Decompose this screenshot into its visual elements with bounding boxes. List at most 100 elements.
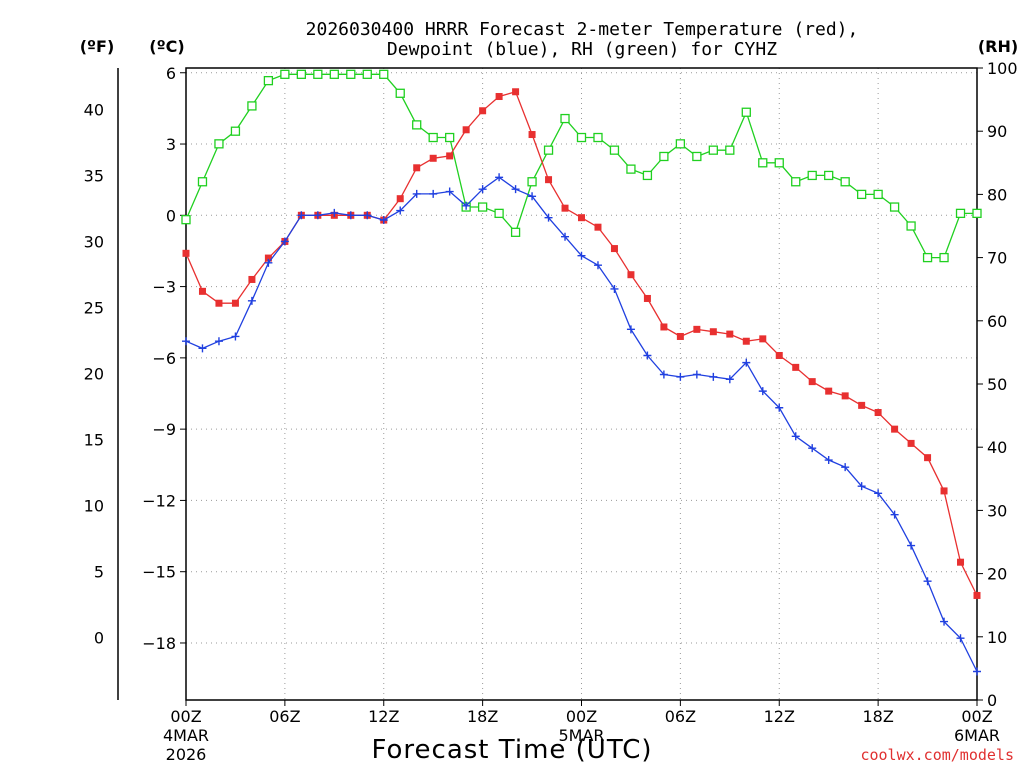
celsius-unit-label: (ºC) <box>149 37 184 56</box>
temperature-point <box>182 249 190 257</box>
rh-tick-label: 0 <box>987 691 997 710</box>
dewpoint-point <box>544 213 553 222</box>
temperature-point <box>924 454 932 462</box>
fahrenheit-tick-label: 0 <box>94 629 104 648</box>
temperature-point <box>775 351 783 359</box>
rh-point <box>280 69 290 79</box>
rh-tick-label: 10 <box>987 628 1007 647</box>
rh-point <box>708 145 718 155</box>
dewpoint-point <box>659 370 668 379</box>
dewpoint-point <box>956 634 965 643</box>
temperature-point <box>792 363 800 371</box>
rh-tick-label: 40 <box>987 438 1007 457</box>
rh-point <box>593 132 603 143</box>
rh-point <box>774 158 784 168</box>
rh-point <box>428 132 438 143</box>
dewpoint-point <box>412 189 421 198</box>
dewpoint-point <box>973 667 981 676</box>
axes <box>117 67 983 706</box>
dewpoint-point <box>495 173 504 182</box>
temperature-point <box>874 409 882 417</box>
rh-point <box>214 139 224 149</box>
rh-point <box>576 132 587 143</box>
dewpoint-point <box>264 258 273 267</box>
dewpoint-point <box>313 211 322 220</box>
dewpoint-point <box>890 510 899 519</box>
dewpoint-point <box>742 358 751 367</box>
dewpoint-point <box>775 403 784 412</box>
dewpoint-point <box>478 185 487 194</box>
rh-point <box>873 189 883 200</box>
x-tick-label: 06Z <box>665 707 696 726</box>
temperature-point <box>627 271 635 279</box>
chart-title-line1: 2026030400 HRRR Forecast 2-meter Tempera… <box>306 19 859 40</box>
rh-point <box>906 221 916 231</box>
dewpoint-point <box>346 211 355 220</box>
fahrenheit-tick-label: 15 <box>84 431 104 450</box>
x-tick-label: 06Z <box>269 707 300 726</box>
rh-point <box>791 177 801 187</box>
temperature-point <box>676 332 684 340</box>
rh-point <box>494 208 504 219</box>
rh-point <box>296 69 307 79</box>
dewpoint-point <box>940 617 949 626</box>
rh-point <box>230 126 241 136</box>
rh-point <box>609 145 620 155</box>
temperature-point <box>446 152 454 160</box>
x-tick-date-label: 4MAR <box>163 726 209 745</box>
rh-point <box>560 113 570 124</box>
x-tick-date-label: 5MAR <box>558 726 604 745</box>
dewpoint-point <box>923 577 932 586</box>
x-tick-label: 12Z <box>368 707 399 726</box>
rh-point <box>395 88 405 98</box>
rh-point <box>445 132 455 143</box>
dewpoint-point <box>857 482 866 491</box>
rh-point <box>543 145 554 155</box>
dewpoint-point <box>445 187 454 196</box>
tick-labels: 630−3−6−9−12−15−184035302520151050100908… <box>84 59 1018 764</box>
fahrenheit-unit-label: (ºF) <box>80 37 115 56</box>
fahrenheit-tick-label: 10 <box>84 497 104 516</box>
rh-point <box>181 215 191 225</box>
rh-tick-label: 30 <box>987 501 1007 520</box>
rh-point <box>362 69 372 79</box>
dewpoint-line <box>185 176 978 672</box>
temperature-point <box>594 223 602 231</box>
dewpoint-series <box>182 173 981 676</box>
temperature-point <box>759 335 767 343</box>
temperature-point <box>248 275 256 283</box>
rh-point <box>642 170 653 181</box>
celsius-tick-label: −15 <box>142 563 176 582</box>
dewpoint-point <box>462 201 471 210</box>
rh-point <box>527 177 537 187</box>
dewpoint-point <box>577 251 586 260</box>
rh-point <box>972 208 982 219</box>
temperature-point <box>709 328 717 336</box>
dewpoint-point <box>709 372 718 381</box>
dewpoint-point <box>841 463 850 472</box>
dewpoint-point <box>626 325 635 334</box>
dewpoint-point <box>874 489 883 498</box>
rh-point <box>939 252 949 263</box>
temperature-point <box>215 299 223 307</box>
celsius-tick-label: 6 <box>166 64 176 83</box>
temperature-point <box>264 254 272 262</box>
dewpoint-point <box>198 344 207 353</box>
temperature-point <box>429 154 437 162</box>
rh-point <box>758 158 768 168</box>
rh-tick-label: 100 <box>987 59 1018 78</box>
rh-tick-label: 20 <box>987 565 1007 584</box>
dewpoint-point <box>379 216 388 225</box>
rh-point <box>922 252 933 263</box>
temperature-point <box>891 425 899 433</box>
celsius-tick-label: −12 <box>142 491 176 510</box>
temperature-point <box>495 93 503 101</box>
x-tick-year-label: 2026 <box>166 745 207 764</box>
dewpoint-point <box>528 192 537 201</box>
dewpoint-point <box>676 372 685 381</box>
rh-point <box>889 202 900 212</box>
data-series <box>181 69 982 676</box>
temperature-point <box>413 164 421 172</box>
celsius-tick-label: 3 <box>166 135 176 154</box>
